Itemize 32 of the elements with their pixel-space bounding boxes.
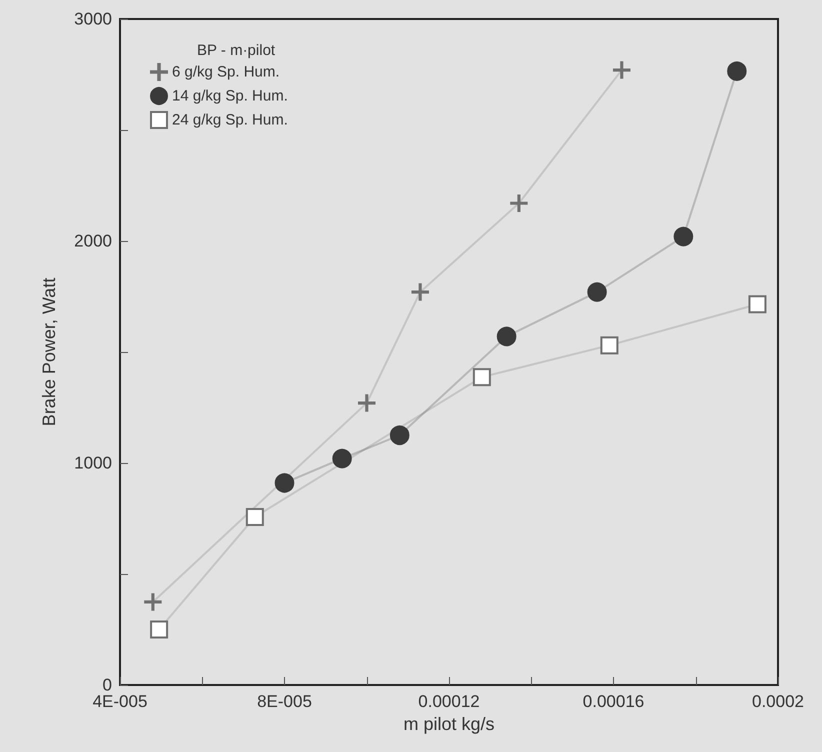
x-tick-label: 0.00016 bbox=[582, 692, 644, 711]
point bbox=[411, 283, 429, 301]
y-tick-label: 2000 bbox=[74, 232, 112, 250]
point bbox=[274, 473, 294, 493]
y-tick-label: 3000 bbox=[74, 10, 112, 28]
point bbox=[510, 194, 528, 212]
legend-label: 14 g/kg Sp. Hum. bbox=[172, 88, 288, 104]
x-tick-label: 4E-005 bbox=[92, 692, 148, 711]
x-tick-label: 8E-005 bbox=[257, 692, 312, 711]
point bbox=[748, 295, 766, 314]
x-axis-title: m pilot kg/s bbox=[403, 714, 495, 734]
point bbox=[496, 326, 516, 346]
legend-label: 24 g/kg Sp. Hum. bbox=[172, 112, 288, 128]
point bbox=[144, 593, 162, 611]
point bbox=[587, 282, 607, 302]
point bbox=[727, 61, 747, 81]
point bbox=[390, 426, 410, 445]
point bbox=[472, 368, 491, 386]
point bbox=[674, 226, 694, 246]
x-tick-label: 0.0002 bbox=[752, 692, 804, 711]
legend-title: BP - m·pilot bbox=[197, 42, 276, 59]
point bbox=[612, 61, 630, 79]
point bbox=[332, 448, 352, 468]
point bbox=[600, 336, 618, 354]
point bbox=[246, 508, 264, 526]
point bbox=[358, 394, 376, 412]
point bbox=[150, 620, 168, 638]
y-tick-label: 1000 bbox=[74, 454, 112, 472]
x-tick-label: 0.00012 bbox=[418, 692, 480, 711]
y-axis-title: Brake Power, Watt bbox=[39, 278, 59, 426]
y-tick-label: 0 bbox=[102, 676, 112, 694]
legend-label: 6 g/kg Sp. Hum. bbox=[172, 64, 280, 80]
